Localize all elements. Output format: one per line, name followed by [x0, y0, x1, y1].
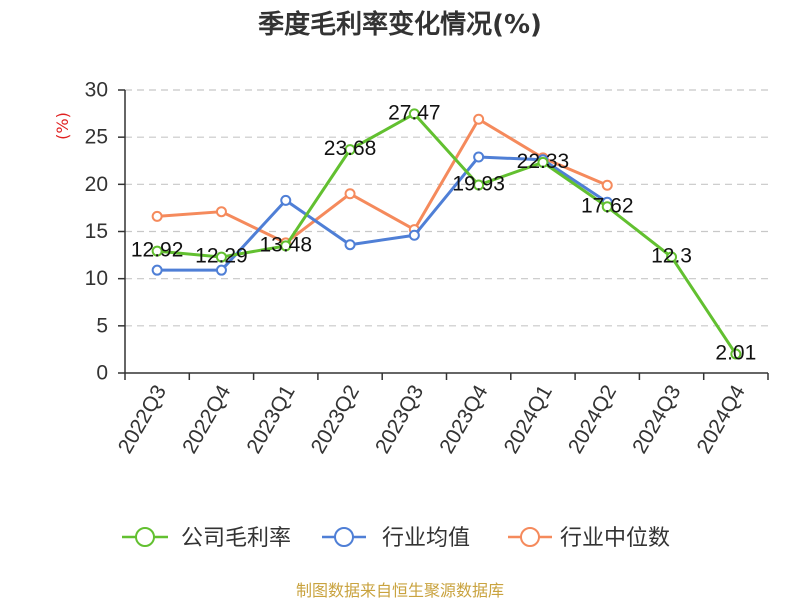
y-tick-label: 10 — [85, 267, 108, 290]
y-tick-label: 15 — [85, 220, 108, 243]
data-point — [473, 113, 485, 125]
y-tick-label: 25 — [85, 126, 108, 149]
data-label: 12.29 — [195, 245, 248, 268]
data-point — [666, 251, 678, 263]
x-tick-label: 2023Q4 — [435, 381, 492, 457]
y-tick-label: 5 — [96, 314, 108, 337]
data-point — [215, 264, 227, 276]
data-point — [601, 179, 613, 191]
x-tick-label: 2023Q2 — [307, 381, 364, 457]
x-tick-label: 2023Q3 — [371, 381, 428, 457]
data-source-footer: 制图数据来自恒生聚源数据库 — [296, 581, 504, 600]
data-point — [280, 240, 292, 252]
legend: 公司毛利率 行业均值 行业中位数 — [122, 526, 670, 551]
data-point — [730, 348, 742, 360]
x-tick-label: 2022Q3 — [114, 381, 171, 457]
data-point — [473, 179, 485, 191]
legend-marker-industry-average — [334, 527, 354, 547]
data-point — [537, 156, 549, 168]
data-label: 2.01 — [715, 342, 756, 365]
data-label: 12.92 — [131, 239, 184, 262]
legend-item-company-gross-margin[interactable]: 公司毛利率 — [122, 526, 291, 551]
chart-title: 季度毛利率变化情况(%) — [258, 9, 542, 40]
series-line-company-gross-margin — [155, 112, 738, 356]
data-point — [215, 251, 227, 263]
data-point — [473, 151, 485, 163]
series-line-industry-median — [155, 117, 609, 245]
data-point — [151, 245, 163, 257]
data-point — [408, 108, 420, 120]
x-tick-label: 2024Q2 — [564, 381, 621, 457]
x-tick-label: 2024Q4 — [693, 381, 750, 457]
data-point — [601, 201, 613, 213]
data-point — [344, 144, 356, 156]
data-point — [344, 239, 356, 251]
legend-marker-company-gross-margin — [135, 527, 155, 547]
data-point — [215, 206, 227, 218]
legend-marker-industry-median — [520, 527, 540, 547]
y-tick-label: 20 — [85, 173, 108, 196]
data-point — [408, 229, 420, 241]
x-tick-label: 2024Q3 — [628, 381, 685, 457]
data-label: 27.47 — [388, 101, 441, 124]
legend-label-company-gross-margin: 公司毛利率 — [181, 526, 291, 551]
series-industry-median — [151, 113, 613, 249]
data-labels: 12.92 12.29 13.48 23.68 27.47 19.93 22.33 17.62… — [131, 101, 756, 364]
series-line-industry-average — [155, 155, 609, 272]
data-label: 17.62 — [581, 194, 634, 217]
data-label: 23.68 — [324, 137, 377, 160]
legend-item-industry-average[interactable]: 行业均值 — [322, 526, 470, 551]
y-axis-label: (%) — [53, 112, 72, 140]
y-tick-label: 0 — [96, 362, 108, 385]
series-layer — [151, 108, 742, 360]
data-point — [151, 210, 163, 222]
data-point — [280, 194, 292, 206]
data-label: 22.33 — [517, 150, 570, 173]
series-company-gross-margin — [151, 108, 742, 360]
legend-label-industry-median: 行业中位数 — [560, 526, 670, 551]
x-tick-label: 2024Q1 — [500, 381, 557, 457]
data-point — [344, 188, 356, 200]
data-label: 13.48 — [259, 233, 312, 256]
legend-label-industry-average: 行业均值 — [382, 526, 470, 551]
x-tick-label: 2022Q4 — [178, 381, 235, 457]
data-point — [151, 264, 163, 276]
y-tick-label: 30 — [85, 79, 108, 102]
data-label: 12.3 — [651, 244, 692, 267]
x-tick-label: 2023Q1 — [242, 381, 299, 457]
data-label: 19.93 — [452, 172, 505, 195]
series-industry-average — [151, 151, 613, 276]
legend-item-industry-median[interactable]: 行业中位数 — [508, 526, 670, 551]
